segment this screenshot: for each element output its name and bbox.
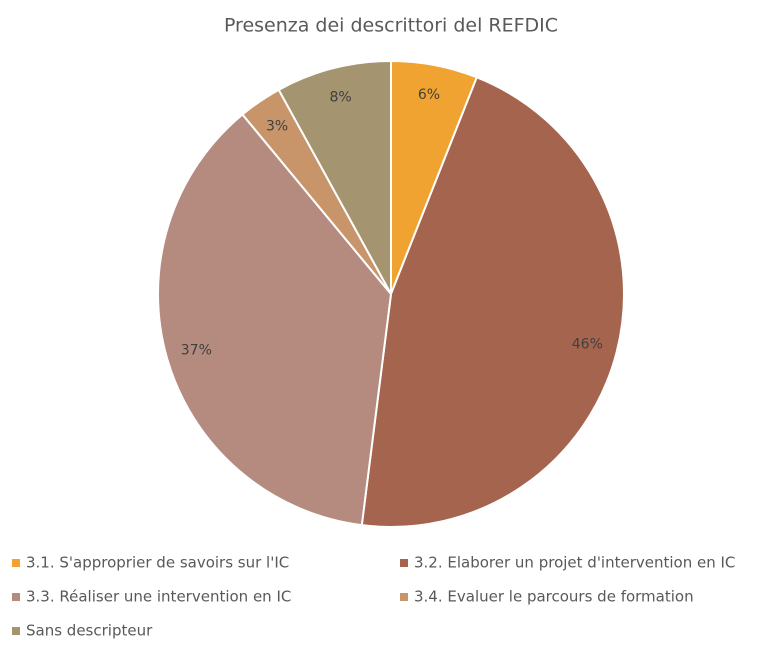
data-label: 37% <box>181 343 212 359</box>
legend-label: 3.4. Evaluer le parcours de formation <box>414 588 694 606</box>
legend-label: 3.2. Elaborer un projet d'intervention e… <box>414 554 735 572</box>
legend-swatch <box>12 627 20 635</box>
legend-label: 3.1. S'approprier de savoirs sur l'IC <box>26 554 289 572</box>
legend-swatch <box>12 559 20 567</box>
data-label: 46% <box>572 336 603 352</box>
pie-slice <box>360 76 625 528</box>
legend-label: 3.3. Réaliser une intervention en IC <box>26 588 291 606</box>
data-label: 8% <box>329 90 351 106</box>
legend-label: Sans descripteur <box>26 622 153 640</box>
legend-swatch <box>400 593 408 601</box>
legend-swatch <box>400 559 408 567</box>
data-label: 6% <box>418 87 440 103</box>
pie-slice <box>277 59 392 295</box>
legend-swatch <box>12 593 20 601</box>
pie-slice <box>157 113 393 527</box>
chart-title: Presenza dei descrittori del REFDIC <box>224 15 558 37</box>
data-label: 3% <box>266 118 288 134</box>
